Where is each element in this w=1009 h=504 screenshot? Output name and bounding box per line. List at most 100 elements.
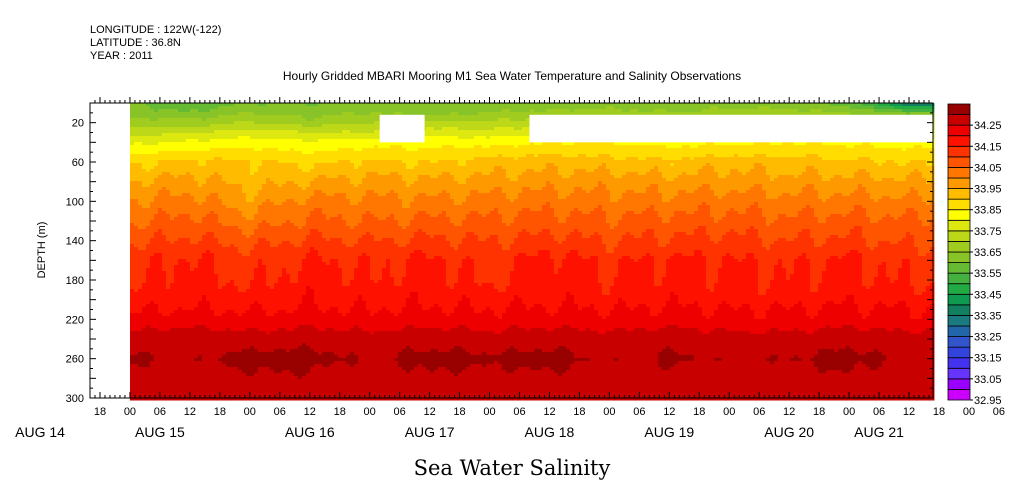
heatmap-cell — [221, 316, 227, 320]
heatmap-cell — [149, 169, 155, 173]
heatmap-cell — [277, 103, 283, 107]
heatmap-cell — [281, 238, 287, 242]
heatmap-cell — [325, 202, 331, 206]
heatmap-cell — [169, 196, 175, 200]
heatmap-cell — [221, 232, 227, 236]
heatmap-cell — [317, 130, 323, 134]
heatmap-cell — [133, 226, 139, 230]
heatmap-cell — [273, 235, 279, 239]
heatmap-cell — [277, 232, 283, 236]
heatmap-cell — [133, 328, 139, 332]
heatmap-cell — [137, 298, 143, 302]
heatmap-cell — [237, 259, 243, 263]
heatmap-cell — [205, 229, 211, 233]
heatmap-cell — [193, 154, 199, 158]
heatmap-cell — [289, 250, 295, 254]
heatmap-cell — [193, 277, 199, 281]
heatmap-cell — [213, 256, 219, 260]
heatmap-cell — [205, 226, 211, 230]
heatmap-cell — [205, 397, 211, 401]
heatmap-cell — [133, 256, 139, 260]
heatmap-cell — [157, 118, 163, 122]
heatmap-cell — [169, 310, 175, 314]
heatmap-cell — [325, 133, 331, 137]
heatmap-cell — [201, 121, 207, 125]
heatmap-cell — [305, 160, 311, 164]
heatmap-cell — [225, 340, 231, 344]
heatmap-cell — [213, 340, 219, 344]
heatmap-cell — [293, 376, 299, 380]
heatmap-cell — [181, 214, 187, 218]
heatmap-cell — [313, 217, 319, 221]
heatmap-cell — [245, 397, 251, 401]
heatmap-cell — [217, 286, 223, 290]
heatmap-cell — [165, 283, 171, 287]
heatmap-cell — [201, 223, 207, 227]
heatmap-cell — [185, 124, 191, 128]
heatmap-cell — [137, 229, 143, 233]
heatmap-cell — [197, 175, 203, 179]
heatmap-cell — [277, 106, 283, 110]
heatmap-cell — [193, 367, 199, 371]
heatmap-cell — [297, 355, 303, 359]
heatmap-cell — [321, 256, 327, 260]
heatmap-cell — [317, 133, 323, 137]
heatmap-cell — [129, 226, 135, 230]
heatmap-cell — [173, 352, 179, 356]
heatmap-cell — [157, 298, 163, 302]
heatmap-cell — [237, 271, 243, 275]
heatmap-cell — [201, 169, 207, 173]
heatmap-cell — [225, 334, 231, 338]
heatmap-cell — [173, 268, 179, 272]
heatmap-cell — [325, 142, 331, 146]
heatmap-cell — [293, 391, 299, 395]
heatmap-cell — [241, 226, 247, 230]
heatmap-cell — [253, 283, 259, 287]
heatmap-cell — [157, 259, 163, 263]
heatmap-cell — [213, 346, 219, 350]
heatmap-cell — [145, 121, 151, 125]
heatmap-cell — [141, 394, 147, 398]
heatmap-cell — [173, 271, 179, 275]
heatmap-cell — [137, 106, 143, 110]
heatmap-cell — [325, 307, 331, 311]
heatmap-cell — [285, 118, 291, 122]
heatmap-cell — [313, 379, 319, 383]
heatmap-cell — [169, 106, 175, 110]
heatmap-cell — [217, 190, 223, 194]
heatmap-cell — [161, 172, 167, 176]
heatmap-cell — [197, 133, 203, 137]
heatmap-cell — [229, 133, 235, 137]
heatmap-cell — [221, 373, 227, 377]
heatmap-cell — [213, 271, 219, 275]
heatmap-cell — [245, 361, 251, 365]
heatmap-cell — [277, 256, 283, 260]
heatmap-cell — [261, 187, 267, 191]
heatmap-cell — [253, 247, 259, 251]
heatmap-cell — [305, 169, 311, 173]
heatmap-cell — [181, 391, 187, 395]
heatmap-cell — [193, 262, 199, 266]
heatmap-cell — [261, 283, 267, 287]
heatmap-cell — [249, 244, 255, 248]
heatmap-cell — [221, 280, 227, 284]
heatmap-cell — [305, 313, 311, 317]
heatmap-cell — [249, 202, 255, 206]
heatmap-cell — [305, 241, 311, 245]
heatmap-cell — [213, 187, 219, 191]
heatmap-cell — [225, 310, 231, 314]
heatmap-cell — [177, 286, 183, 290]
heatmap-cell — [181, 163, 187, 167]
heatmap-cell — [261, 145, 267, 149]
heatmap-cell — [141, 154, 147, 158]
heatmap-cell — [237, 343, 243, 347]
heatmap-cell — [313, 118, 319, 122]
heatmap-cell — [229, 193, 235, 197]
heatmap-cell — [221, 298, 227, 302]
heatmap-cell — [193, 172, 199, 176]
heatmap-cell — [313, 211, 319, 215]
heatmap-cell — [273, 292, 279, 296]
heatmap-cell — [129, 370, 135, 374]
heatmap-cell — [177, 379, 183, 383]
heatmap-cell — [129, 271, 135, 275]
